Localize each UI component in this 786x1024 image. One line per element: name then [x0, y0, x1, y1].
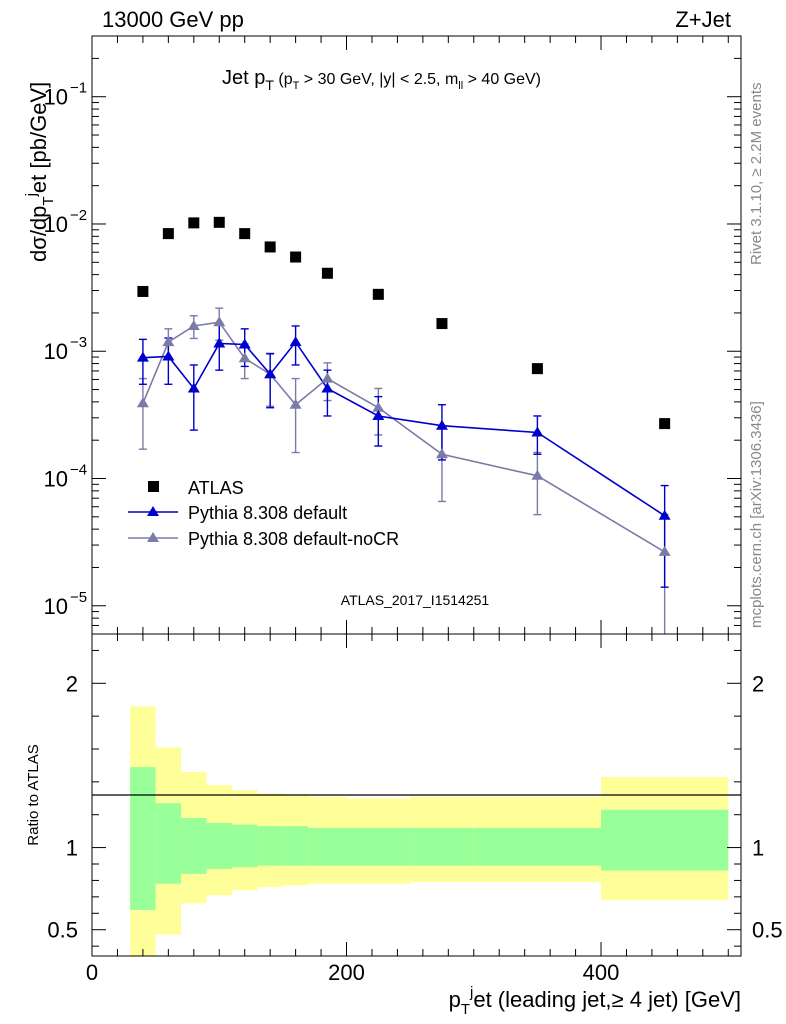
ratio-y-tick-label: 1	[66, 836, 78, 861]
nocr-point	[289, 398, 302, 409]
analysis-id: ATLAS_2017_I1514251	[341, 592, 490, 608]
ratio-band-inner	[181, 818, 207, 874]
ratio-x-ticks	[91, 634, 729, 956]
legend-atlas-label: ATLAS	[188, 478, 244, 498]
x-axis-label: pTjet (leading jet,≥ 4 jet) [GeV]	[449, 984, 741, 1018]
ratio-band-inner	[130, 767, 156, 910]
default-point	[264, 368, 277, 379]
legend-nocr-label: Pythia 8.308 default-noCR	[188, 529, 399, 549]
atlas-point	[188, 217, 200, 229]
main-y-tick-label: 10 −3	[44, 334, 88, 364]
default-point	[238, 338, 251, 349]
nocr-point	[435, 448, 448, 459]
series-markers	[136, 216, 671, 556]
main-y-tick-label: 10 −4	[44, 462, 88, 492]
default-point	[289, 336, 302, 347]
nocr-point	[658, 545, 671, 556]
ratio-band-inner	[206, 822, 232, 869]
atlas-point	[137, 285, 149, 297]
ratio-bands	[130, 706, 729, 956]
default-point	[435, 419, 448, 430]
main-y-tick-label: 10 −2	[44, 207, 88, 237]
chart-title: Jet pT (pT > 30 GeV, |y| < 2.5, mll > 40…	[222, 67, 541, 93]
series-default-line	[142, 340, 666, 517]
default-point	[321, 382, 334, 393]
rivet-label: Rivet 3.1.10, ≥ 2.2M events	[748, 83, 765, 266]
nocr-point	[187, 319, 200, 330]
atlas-point	[162, 228, 174, 240]
nocr-point	[238, 352, 251, 363]
atlas-point	[321, 267, 333, 279]
ratio-band-inner	[257, 826, 283, 866]
default-point	[531, 426, 544, 437]
error-bars	[138, 307, 669, 634]
ratio-y-tick-label: 0.5	[47, 918, 78, 943]
ratio-x-tick-labels: 0 200 400	[86, 960, 620, 985]
atlas-point	[264, 241, 276, 253]
legend-default-label: Pythia 8.308 default	[188, 503, 347, 523]
atlas-point	[290, 251, 302, 263]
ratio-band-inner	[308, 827, 347, 866]
default-point	[187, 382, 200, 393]
main-y-tick-label: 10 −1	[44, 80, 88, 110]
ratio-y-tick-label-right: 1	[752, 836, 764, 861]
ratio-band-inner	[410, 827, 474, 866]
default-point	[136, 351, 149, 362]
ratio-plot-frame	[91, 633, 742, 957]
ratio-y-ticks	[92, 649, 741, 947]
nocr-point	[136, 397, 149, 408]
atlas-point	[531, 363, 543, 375]
ratio-band-inner	[231, 824, 258, 868]
header-right: Z+Jet	[675, 7, 731, 32]
legend-nocr-marker	[147, 532, 159, 542]
atlas-point	[659, 418, 671, 430]
atlas-point	[436, 318, 448, 330]
atlas-point	[213, 216, 225, 228]
main-panel: 10−5 10−4 10−3 10−2 10−1 Jet pT (pT > 30 GeV…	[23, 35, 742, 635]
atlas-point	[372, 288, 384, 300]
ratio-y-axis-label: Ratio to ATLAS	[25, 744, 42, 845]
main-y-ticks	[91, 36, 741, 635]
ratio-band-inner	[601, 809, 729, 871]
default-point	[372, 409, 385, 420]
nocr-point	[162, 336, 175, 347]
ratio-panel: 0.5 0.5 1 1 2 2 0 200 400 Ratio to ATLAS pTjet …	[25, 633, 783, 1018]
default-point	[162, 350, 175, 361]
nocr-point	[321, 372, 334, 383]
x-tick-label: 400	[583, 960, 620, 985]
main-y-tick-label: 10 −5	[44, 589, 88, 619]
ratio-y-tick-labels: 0.5 0.5 1 1 2 2	[47, 671, 782, 942]
ratio-y-tick-label-right: 0.5	[752, 918, 783, 943]
nocr-point	[531, 469, 544, 480]
x-tick-label: 0	[86, 960, 98, 985]
default-point	[658, 509, 671, 520]
default-point	[213, 337, 226, 348]
mcplots-label: mcplots.cern.ch [arXiv:1306.3436]	[748, 401, 765, 628]
nocr-point	[213, 316, 226, 327]
ratio-band-inner	[346, 827, 411, 866]
ratio-band-inner	[473, 827, 602, 866]
legend-atlas-marker	[148, 481, 159, 492]
main-y-axis-label: dσ/dpTjet [pb/GeV]	[23, 82, 57, 262]
atlas-point	[239, 228, 251, 240]
legend-default-marker	[147, 506, 159, 516]
ratio-band-inner	[282, 826, 309, 866]
x-tick-label: 200	[328, 960, 365, 985]
main-y-tick-labels: 10−5 10−4 10−3 10−2 10−1	[44, 80, 88, 619]
header-left: 13000 GeV pp	[102, 7, 244, 32]
ratio-y-tick-label-right: 2	[752, 671, 764, 696]
nocr-point	[372, 401, 385, 412]
legend: ATLAS Pythia 8.308 default Pythia 8.308 …	[128, 478, 399, 549]
ratio-y-tick-label: 2	[66, 671, 78, 696]
ratio-band-inner	[155, 803, 182, 884]
